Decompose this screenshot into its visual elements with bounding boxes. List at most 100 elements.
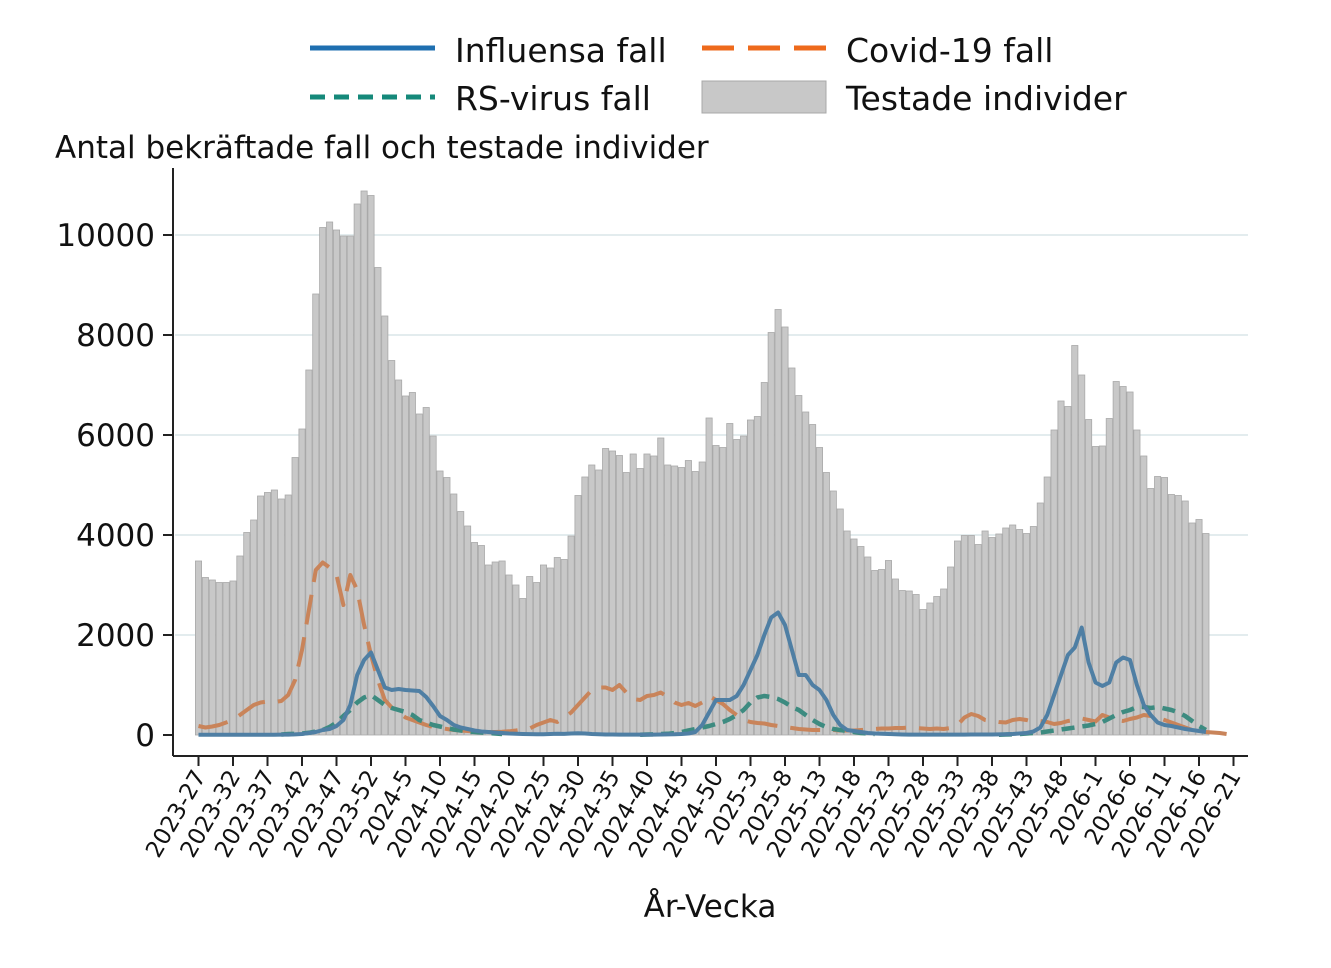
bars-tested [194,190,1210,736]
bar-tested [243,532,251,736]
bar-tested [988,537,996,736]
legend-swatch-tested [701,80,827,114]
bar-tested [774,309,782,736]
bar-tested [1154,476,1162,736]
bar-tested [1092,446,1100,736]
bar-tested [615,455,623,736]
bar-tested [788,367,796,736]
bar-tested [767,332,775,736]
legend-label-covid: Covid-19 fall [846,31,1053,70]
bar-tested [698,461,706,736]
bar-tested [940,588,948,736]
bar-tested [1119,386,1127,736]
bar-tested [1112,381,1120,736]
bar-tested [926,602,934,736]
bar-tested [657,437,665,736]
bar-tested [533,582,541,736]
bar-tested [954,540,962,736]
bar-tested [450,493,458,736]
bar-tested [719,447,727,736]
bar-tested [1161,477,1169,736]
bar-tested [560,559,568,736]
bar-tested [367,195,375,736]
bar-tested [1181,500,1189,736]
bar-tested [919,609,927,736]
bar-tested [339,235,347,736]
bar-tested [553,557,561,736]
bar-tested [484,564,492,736]
bar-tested [684,460,692,736]
bar-tested [898,590,906,736]
bar-tested [257,495,265,736]
bar-tested [574,495,582,736]
bar-tested [263,492,271,736]
bar-tested [222,582,230,736]
bar-tested [595,469,603,736]
bar-tested [567,535,575,736]
bar-tested [319,227,327,736]
bar-tested [1133,429,1141,736]
bar-tested [967,535,975,736]
bar-tested [1202,533,1210,736]
y-tick-label: 4000 [76,518,155,554]
bar-tested [360,190,368,736]
bar-tested [850,538,858,736]
line-influensa [198,610,1207,737]
bar-tested [1064,406,1072,736]
bar-tested [1167,494,1175,736]
bar-tested [229,580,237,736]
bar-tested [1029,526,1037,736]
bar-tested [843,530,851,736]
bar-tested [1036,502,1044,736]
bar-tested [194,560,202,736]
bar-tested [477,545,485,736]
bar-tested [609,450,617,736]
bar-tested [726,423,734,736]
bar-tested [457,511,465,736]
bar-tested [747,419,755,736]
line-rsv [281,692,1208,738]
y-tick-label: 8000 [76,318,155,354]
bar-tested [974,544,982,736]
bar-tested [201,577,209,736]
bar-tested [305,369,313,736]
bar-tested [374,267,382,736]
bar-tested [905,590,913,736]
bar-tested [519,598,527,736]
bar-tested [346,235,354,736]
bar-tested [740,435,748,736]
bar-tested [415,413,423,736]
bar-tested [540,564,548,736]
bar-tested [1023,533,1031,736]
bar-tested [443,477,451,736]
bar-tested [1174,495,1182,736]
bar-tested [864,556,872,736]
bar-tested [636,468,644,736]
bar-tested [236,555,244,736]
bar-tested [781,326,789,736]
bar-tested [401,395,409,736]
bar-tested [602,448,610,736]
bar-tested [829,490,837,736]
bar-tested [381,315,389,736]
bar-tested [809,424,817,736]
bar-tested [312,293,320,736]
bar-tested [981,530,989,736]
y-tick-label: 0 [135,718,155,754]
bar-tested [760,382,768,736]
bar-tested [1126,391,1134,736]
bar-tested [1147,488,1155,736]
bar-tested [691,471,699,736]
bar-tested [332,229,340,736]
x-axis-label: År-Vecka [644,889,777,925]
bar-tested [1050,429,1058,736]
bar-tested [753,416,761,736]
bar-tested [1057,400,1065,736]
bar-tested [408,392,416,736]
bar-tested [1140,455,1148,736]
bar-tested [622,472,630,736]
bar-tested [422,407,430,736]
bar-tested [795,395,803,736]
bar-tested [816,447,824,736]
